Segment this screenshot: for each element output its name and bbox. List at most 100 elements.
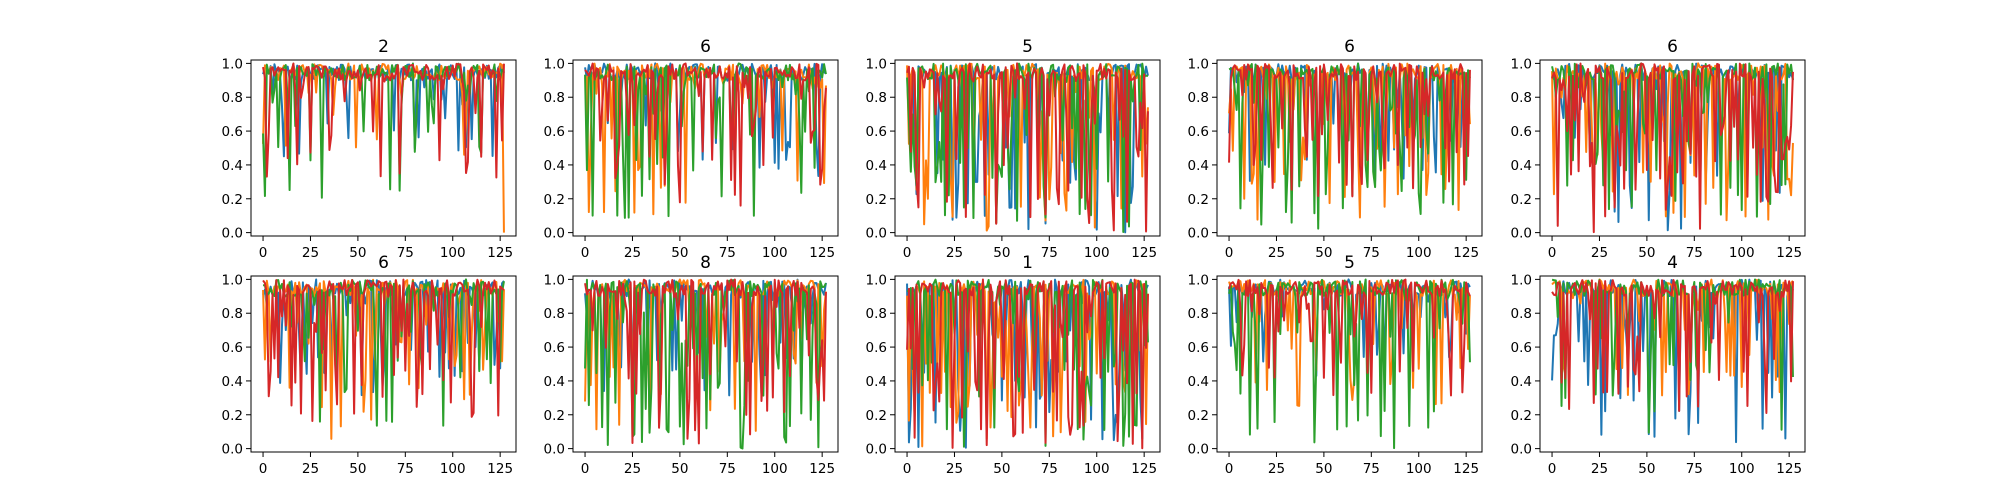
y-tick-label: 0.8 [1188,306,1209,322]
y-tick-label: 0.4 [222,374,243,390]
y-tick-label: 0.0 [1511,442,1532,458]
series-line-3 [262,62,505,199]
x-tick-label: 0 [581,245,590,261]
x-tick-label: 125 [1131,245,1157,261]
subplot-9: 0 25 50 75 100 125 0.0 0.2 0.4 0.6 0.8 1.0 5 [1188,253,1483,477]
series-line-3 [906,62,1149,233]
series-line-4 [584,62,827,207]
series-line-3 [1551,62,1794,218]
x-tick-label: 125 [487,245,513,261]
subplot-title: 6 [1344,37,1355,57]
y-tick-label: 0.8 [866,90,887,106]
x-tick-label: 100 [1084,245,1110,261]
axes-frame [1216,59,1483,237]
x-tick-label: 0 [903,245,912,261]
axes-frame [250,59,517,237]
x-tick-label: 75 [1686,245,1703,261]
x-tick-label: 50 [671,245,688,261]
y-tick-label: 0.6 [222,124,243,140]
x-tick-label: 25 [1268,461,1285,477]
subplot-title: 5 [1022,37,1033,57]
x-tick-label: 125 [1776,245,1802,261]
x-tick-label: 50 [349,461,366,477]
y-tick-label: 1.0 [866,272,887,288]
y-tick-label: 0.8 [544,306,565,322]
y-tick-label: 0.0 [222,226,243,242]
x-tick-label: 0 [1548,461,1557,477]
x-tick-label: 100 [1729,461,1755,477]
x-tick-label: 75 [1363,461,1380,477]
x-tick-label: 75 [719,461,736,477]
x-tick-label: 100 [1729,245,1755,261]
x-tick-label: 50 [1638,461,1655,477]
y-tick-label: 0.4 [1188,374,1209,390]
y-tick-label: 0.6 [544,340,565,356]
x-tick-label: 75 [1041,461,1058,477]
subplot-4: 0 25 50 75 100 125 0.0 0.2 0.4 0.6 0.8 1.0 6 [1188,37,1483,261]
y-tick-label: 0.0 [866,226,887,242]
y-tick-label: 0.2 [1511,408,1532,424]
subplot-1: 0 25 50 75 100 125 0.0 0.2 0.4 0.6 0.8 1.0 2 [222,37,517,261]
x-tick-label: 75 [719,245,736,261]
series-line-4 [584,278,827,445]
y-tick-label: 0.6 [544,124,565,140]
x-tick-label: 125 [1453,461,1479,477]
x-tick-label: 50 [1638,245,1655,261]
x-tick-label: 0 [259,245,268,261]
subplot-title: 5 [1344,253,1355,273]
x-tick-label: 125 [1131,461,1157,477]
y-tick-label: 0.4 [1511,158,1532,174]
series-line-4 [262,278,505,422]
axes-frame [894,275,1161,453]
y-tick-label: 0.2 [222,408,243,424]
y-tick-label: 0.2 [1188,192,1209,208]
y-tick-label: 0.0 [1188,226,1209,242]
y-tick-label: 0.2 [544,408,565,424]
x-tick-label: 0 [581,461,590,477]
y-tick-label: 0.6 [866,124,887,140]
x-tick-label: 25 [302,245,319,261]
series-line-3 [1228,278,1471,450]
y-tick-label: 0.6 [1188,124,1209,140]
x-tick-label: 50 [1315,461,1332,477]
x-tick-label: 25 [624,461,641,477]
series-line-4 [262,62,505,179]
subplot-title: 4 [1667,253,1678,273]
x-tick-label: 0 [259,461,268,477]
x-tick-label: 50 [671,461,688,477]
y-tick-label: 0.0 [544,226,565,242]
x-tick-label: 100 [762,245,788,261]
series-line-4 [1551,62,1794,234]
y-tick-label: 0.6 [1188,340,1209,356]
y-tick-label: 0.0 [544,442,565,458]
y-tick-label: 0.4 [544,374,565,390]
x-tick-label: 100 [1406,245,1432,261]
y-tick-label: 0.6 [866,340,887,356]
y-tick-label: 0.8 [1511,306,1532,322]
y-tick-label: 1.0 [1188,272,1209,288]
y-tick-label: 1.0 [222,272,243,288]
subplot-8: 0 25 50 75 100 125 0.0 0.2 0.4 0.6 0.8 1.0 1 [866,253,1161,477]
y-tick-label: 0.8 [1188,90,1209,106]
series-line-4 [1551,279,1794,414]
axes-frame [250,275,517,453]
x-tick-label: 0 [1548,245,1557,261]
x-tick-label: 100 [762,461,788,477]
x-tick-label: 125 [487,461,513,477]
subplot-title: 8 [700,253,711,273]
y-tick-label: 1.0 [866,56,887,72]
x-tick-label: 125 [809,461,835,477]
series-line-2 [262,62,505,233]
y-tick-label: 0.2 [544,192,565,208]
y-tick-label: 0.4 [1511,374,1532,390]
y-tick-label: 0.8 [1511,90,1532,106]
x-tick-label: 25 [302,461,319,477]
series-line-3 [584,278,827,450]
y-tick-label: 1.0 [1188,56,1209,72]
y-tick-label: 1.0 [1511,56,1532,72]
y-tick-label: 0.0 [222,442,243,458]
subplot-6: 0 25 50 75 100 125 0.0 0.2 0.4 0.6 0.8 1.0 6 [222,253,517,477]
subplot-title: 6 [1667,37,1678,57]
y-tick-label: 0.2 [222,192,243,208]
